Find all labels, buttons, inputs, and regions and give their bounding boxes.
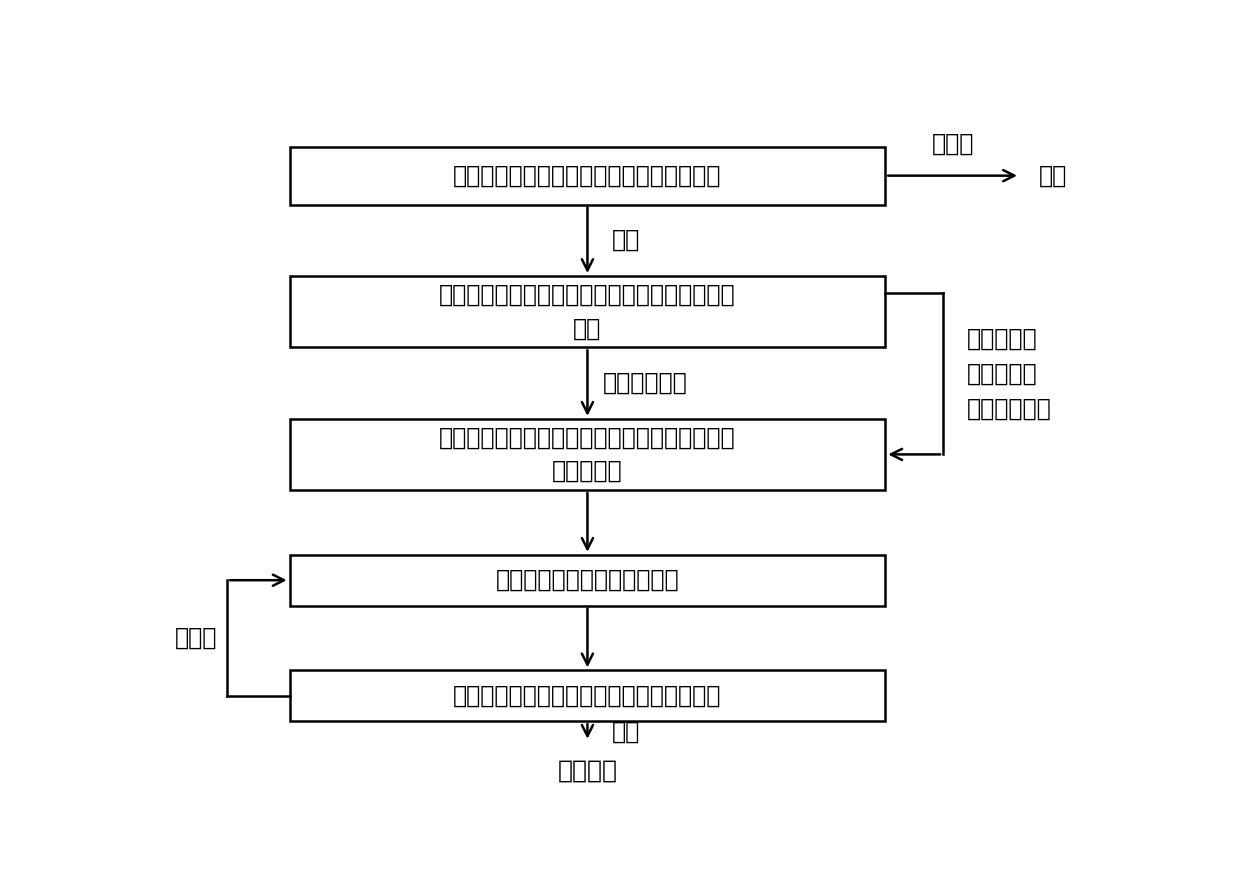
Text: 存在: 存在: [611, 228, 640, 253]
Text: 完成: 完成: [611, 720, 640, 743]
Text: 退出: 退出: [1039, 163, 1068, 188]
Bar: [290, 419, 885, 490]
Text: 判断各星敏感器的标定姿态差是否完成标定: 判断各星敏感器的标定姿态差是否完成标定: [454, 683, 722, 708]
Text: 判断当前周期是否存在正常工作的星敏感器: 判断当前周期是否存在正常工作的星敏感器: [454, 163, 722, 188]
Text: 非姿态测量
模式转换成
姿态测量模式: 非姿态测量 模式转换成 姿态测量模式: [967, 327, 1052, 421]
Bar: [290, 670, 885, 721]
Text: 判导星敏感器是否处于对火星探测器的姿态测量
模式: 判导星敏感器是否处于对火星探测器的姿态测量 模式: [439, 283, 735, 340]
Text: 不存在: 不存在: [931, 132, 973, 155]
Text: 未完成: 未完成: [175, 626, 217, 650]
Text: 结束标定: 结束标定: [558, 758, 618, 783]
Text: 姿态测量模式: 姿态测量模式: [603, 371, 687, 395]
Bar: [290, 276, 885, 347]
Bar: [290, 555, 885, 606]
Text: 得到各星敏感器的标定姿态差: 得到各星敏感器的标定姿态差: [496, 568, 680, 592]
Bar: [290, 147, 885, 205]
Text: 计算各星敏感器与火星探测器中的光学导航敏感
器的姿态差: 计算各星敏感器与火星探测器中的光学导航敏感 器的姿态差: [439, 426, 735, 483]
